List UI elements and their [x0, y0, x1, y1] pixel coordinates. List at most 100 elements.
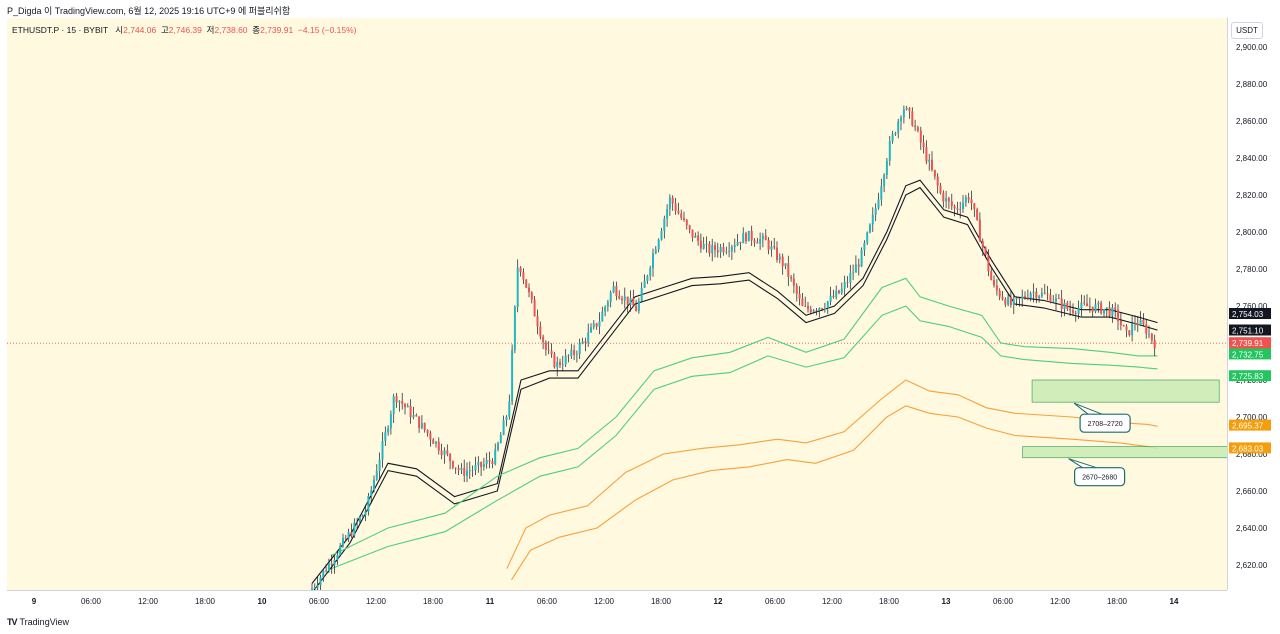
symbol-legend: ETHUSDT.P · 15 · BYBIT 시2,744.06 고2,746.…	[12, 24, 357, 36]
candle-body	[1111, 307, 1114, 317]
candle-body	[919, 130, 922, 143]
symbol-name[interactable]: ETHUSDT.P · 15 · BYBIT	[12, 25, 109, 35]
candle-body	[420, 422, 423, 428]
candle-body	[491, 461, 494, 464]
open-value: 2,744.06	[123, 25, 157, 35]
candle-body	[1012, 299, 1015, 305]
y-tick-label: 2,680.00	[1236, 450, 1268, 459]
candle-body	[801, 298, 804, 306]
candle-body	[485, 459, 488, 464]
callout-label-2: 2670–2680	[1082, 475, 1117, 482]
candle-body	[339, 545, 342, 556]
candle-body	[1049, 294, 1052, 303]
candle-body	[632, 298, 635, 306]
candle-body	[550, 350, 553, 354]
candle-body	[474, 465, 477, 470]
candle-body	[1029, 293, 1032, 299]
price-axis[interactable]: 2,900.00 2,880.00 2,860.00 2,840.00 2,820.00…	[1227, 18, 1280, 590]
candle-body	[666, 209, 669, 219]
candle-body	[654, 249, 657, 254]
candle-body	[680, 213, 683, 218]
candle-body	[575, 354, 578, 355]
candle-body	[688, 225, 691, 230]
candle-body	[1103, 309, 1105, 314]
candle-body	[869, 224, 871, 233]
x-tick-label: 12:00	[1050, 597, 1071, 606]
candle-body	[677, 210, 680, 214]
candle-body	[781, 256, 784, 267]
candle-body	[1086, 303, 1088, 307]
candle-body	[497, 443, 499, 450]
candle-body	[883, 175, 886, 187]
candle-body	[730, 246, 733, 252]
time-axis-svg: 9 06:00 12:00 18:00 10 06:00 12:00 18:00 11 06:00…	[32, 597, 1179, 606]
candle-body	[322, 570, 325, 578]
time-axis[interactable]: 9 06:00 12:00 18:00 10 06:00 12:00 18:00 11 06:00…	[7, 590, 1227, 611]
candle-body	[592, 323, 595, 328]
candle-body	[843, 282, 846, 289]
candle-body	[1148, 333, 1150, 335]
candle-body	[547, 349, 550, 351]
candle-body	[902, 109, 905, 118]
candle-body	[387, 428, 390, 433]
candle-body	[626, 296, 629, 305]
x-tick-label: 18:00	[195, 597, 216, 606]
x-tick-label: 12:00	[822, 597, 843, 606]
candle-body	[1007, 296, 1010, 305]
candle-body	[1001, 296, 1004, 300]
candle-body	[652, 253, 654, 269]
price-label: 2,725.83	[1232, 372, 1264, 381]
candle-body	[714, 245, 716, 251]
candle-body	[1035, 291, 1038, 299]
currency-button[interactable]: USDT	[1231, 22, 1263, 39]
candle-body	[646, 275, 649, 281]
candle-body	[437, 441, 440, 451]
y-tick-label: 2,800.00	[1236, 228, 1268, 237]
candle-body	[1026, 297, 1029, 299]
candle-body	[319, 577, 322, 586]
candle-body	[392, 396, 395, 415]
candle-body	[683, 218, 685, 220]
tradingview-logo[interactable]: TV TradingView	[7, 617, 69, 627]
candle-body	[435, 441, 437, 444]
candle-body	[404, 404, 406, 408]
candle-body	[370, 490, 373, 496]
candle-body	[325, 570, 328, 572]
candle-body	[1125, 326, 1128, 331]
chart-area[interactable]: 2708–2720 2670–2680	[7, 18, 1227, 590]
candle-body	[460, 467, 463, 471]
candle-body	[1080, 302, 1083, 309]
candle-body	[699, 240, 702, 249]
candle-body	[1119, 320, 1122, 325]
candle-body	[418, 416, 421, 428]
candle-body	[835, 290, 838, 298]
price-label-bg	[1229, 308, 1271, 319]
price-label-bg	[1229, 419, 1271, 431]
y-tick-label: 2,700.00	[1236, 413, 1268, 422]
candle-body	[936, 176, 939, 186]
y-tick-label: 2,840.00	[1236, 154, 1268, 163]
y-tick-label: 2,880.00	[1236, 80, 1268, 89]
candle-body	[832, 295, 835, 298]
x-tick-label: 06:00	[309, 597, 330, 606]
candle-body	[1015, 298, 1018, 300]
y-tick-label: 2,760.00	[1236, 302, 1268, 311]
x-tick-label: 06:00	[81, 597, 102, 606]
candle-body	[1105, 307, 1108, 309]
price-chart[interactable]: 2708–2720 2670–2680	[7, 18, 1227, 590]
candle-body	[962, 202, 964, 209]
candle-body	[1128, 330, 1131, 336]
x-tick-label: 18:00	[1107, 597, 1128, 606]
outer-band-upper	[506, 379, 1158, 569]
candle-body	[871, 214, 874, 225]
candle-body	[446, 450, 449, 454]
candle-body	[908, 107, 911, 112]
candle-body	[1040, 292, 1043, 297]
candle-body	[759, 239, 762, 244]
candle-body	[606, 301, 609, 307]
candle-body	[880, 186, 883, 200]
x-tick-label: 12	[714, 597, 723, 606]
inner-band-upper	[330, 277, 1158, 557]
candle-body	[353, 522, 356, 536]
candle-body	[426, 430, 429, 434]
